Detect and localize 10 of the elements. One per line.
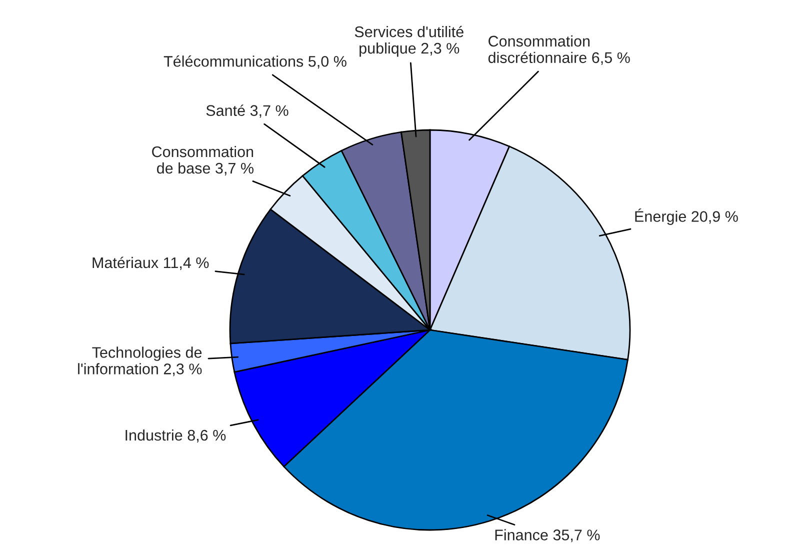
slice-label: Services d'utilité publique 2,3 % xyxy=(354,26,464,57)
slice-label: Consommation discrétionnaire 6,5 % xyxy=(488,35,630,65)
slice-label: Finance 35,7 % xyxy=(495,529,600,542)
slice-label: Santé 3,7 % xyxy=(206,104,288,118)
slice-label: Énergie 20,9 % xyxy=(635,208,738,225)
slice-label: Matériaux 11,4 % xyxy=(92,256,209,270)
slice-label: Industrie 8,6 % xyxy=(126,429,226,442)
slice-label: Télécommunications 5,0 % xyxy=(164,55,346,69)
slice-label: Technologies de l'information 2,3 % xyxy=(78,346,202,376)
slice-label: Consommation de base 3,7 % xyxy=(152,146,254,176)
